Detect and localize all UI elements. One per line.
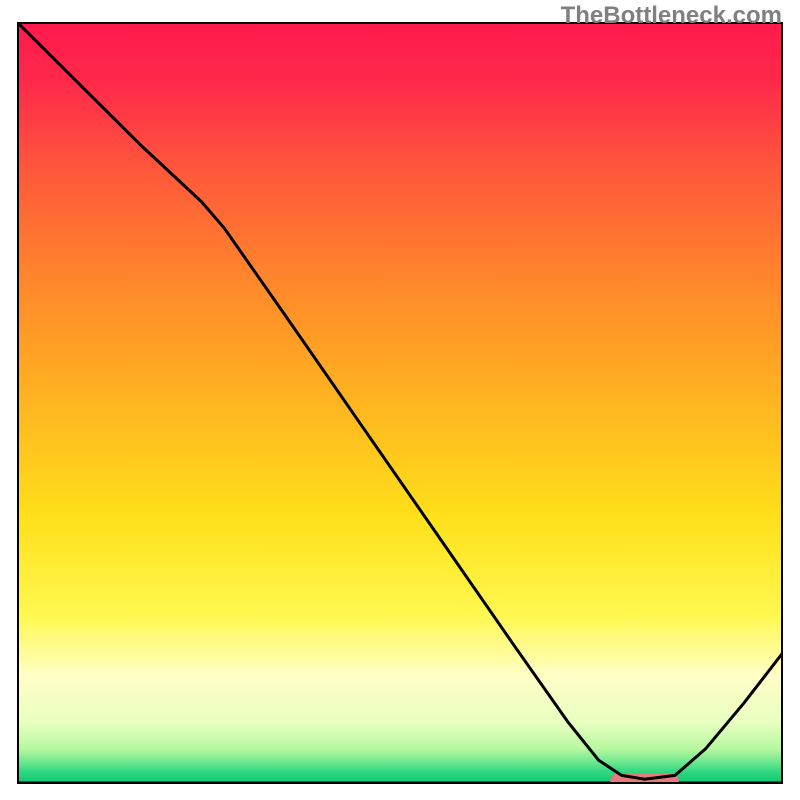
watermark-text: TheBottleneck.com xyxy=(561,2,782,30)
bottleneck-chart: TheBottleneck.com xyxy=(0,0,800,800)
chart-svg xyxy=(0,0,800,800)
